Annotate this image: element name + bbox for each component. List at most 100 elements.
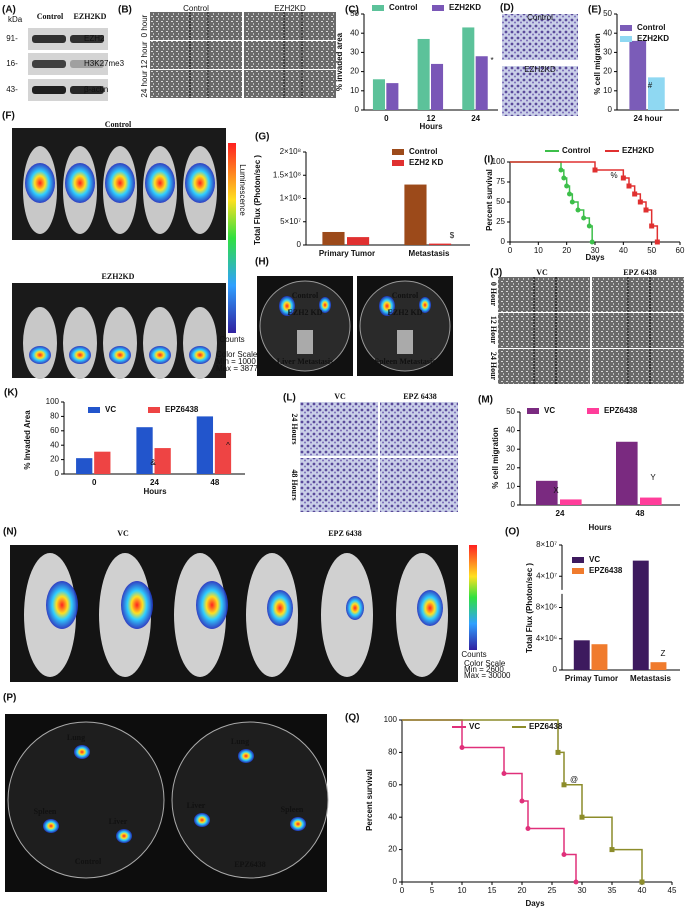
y-tick-label: 0 [501, 237, 506, 246]
signal [145, 163, 175, 203]
image [592, 313, 684, 348]
legend-label: Control [637, 23, 665, 32]
label: 43- [6, 85, 18, 94]
annotation: # [648, 81, 653, 90]
bar [372, 79, 385, 110]
legend-swatch [432, 5, 444, 11]
label: Liver [109, 817, 128, 826]
y-tick-label: 5×10⁷ [280, 217, 301, 226]
image [592, 349, 684, 384]
y-tick-label: 60 [50, 426, 59, 435]
band [32, 86, 66, 94]
annotation: % [610, 171, 617, 180]
y-tick-label: 80 [50, 412, 59, 421]
point [586, 223, 592, 229]
point [626, 183, 632, 189]
label: 24 Hour [489, 352, 498, 381]
image [244, 70, 336, 98]
legend-label: EPZ6438 [604, 406, 638, 415]
label: 0 Hour [489, 282, 498, 307]
legend-swatch [392, 160, 404, 166]
signal [346, 596, 364, 620]
y-tick-label: 50 [496, 197, 505, 206]
y-tick-label: 10 [350, 86, 359, 95]
x-tick-label: 15 [488, 886, 497, 895]
x-tick-label: 24 [471, 114, 480, 123]
x-tick-label: 0 [384, 114, 389, 123]
y-tick-label: 0 [355, 105, 360, 114]
legend-swatch [572, 568, 584, 574]
y-tick-label: 25 [496, 217, 505, 226]
bar [573, 640, 590, 670]
label: Control [392, 291, 419, 300]
legend-label: VC [544, 406, 555, 415]
bar [196, 416, 214, 474]
label: EZH2KD [524, 65, 556, 74]
dish [171, 721, 329, 879]
label: (P) [3, 693, 16, 704]
signal [196, 581, 228, 629]
label: EZH2KD [102, 272, 135, 281]
label: Color Scale [216, 350, 258, 359]
point [569, 199, 575, 205]
legend-swatch [572, 557, 584, 563]
annotation: $ [450, 231, 455, 240]
y-axis-label: Percent survival [485, 169, 494, 231]
band [70, 35, 104, 43]
bar [347, 237, 370, 245]
point [632, 191, 638, 197]
x-tick-label: 48 [210, 478, 219, 487]
organ [116, 829, 132, 843]
y-tick-label: 50 [506, 407, 515, 416]
signal [417, 590, 443, 626]
label: Max = 30000 [464, 671, 511, 680]
y-tick-label: 1.5×10⁸ [273, 170, 301, 179]
y-tick-label: 40 [350, 28, 359, 37]
organ [43, 819, 59, 833]
legend-label: EPZ6438 [165, 405, 199, 414]
signal [267, 590, 293, 626]
blot [28, 79, 108, 101]
signal [149, 346, 171, 364]
point [573, 879, 579, 885]
x-tick-label: 20 [562, 246, 571, 255]
x-tick-label: Primary Tumor [319, 249, 375, 258]
point [525, 826, 531, 832]
y-tick-label: 30 [506, 444, 515, 453]
bar [214, 432, 232, 474]
point [589, 239, 595, 245]
blot [28, 28, 108, 50]
label: EZH2 [84, 34, 105, 43]
organ [319, 297, 331, 313]
y-tick-label: 8×10⁷ [536, 540, 557, 549]
point [609, 847, 615, 853]
x-tick-label: 24 hour [634, 114, 663, 123]
annotation: @ [570, 775, 578, 784]
label: Spleen [281, 805, 304, 814]
legend-label: VC [105, 405, 116, 414]
label: EPZ 6438 [623, 268, 657, 277]
y-tick-label: 100 [46, 397, 60, 406]
label: Min = 1000 [216, 357, 256, 366]
organ [297, 330, 313, 354]
legend-label: Control [389, 3, 417, 12]
label: EPZ6438 [234, 860, 266, 869]
legend-label: VC [589, 555, 600, 564]
y-axis-label: Total Flux (Photon/sec ) [525, 563, 534, 653]
signal [185, 163, 215, 203]
y-axis-label: % invaded area [335, 32, 344, 91]
panel-label: (E) [588, 5, 601, 16]
organ [238, 749, 254, 763]
y-tick-label: 30 [603, 48, 612, 57]
label: Color Scale [464, 659, 506, 668]
label: 16- [6, 59, 18, 68]
x-tick-label: 24 [556, 509, 565, 518]
y-tick-label: 40 [388, 812, 397, 821]
point [501, 770, 507, 776]
survival-line [402, 719, 643, 882]
x-tick-label: 20 [518, 886, 527, 895]
x-tick-label: 60 [676, 246, 685, 255]
point [561, 782, 567, 788]
blot [28, 53, 108, 75]
label: (A) [2, 5, 16, 16]
